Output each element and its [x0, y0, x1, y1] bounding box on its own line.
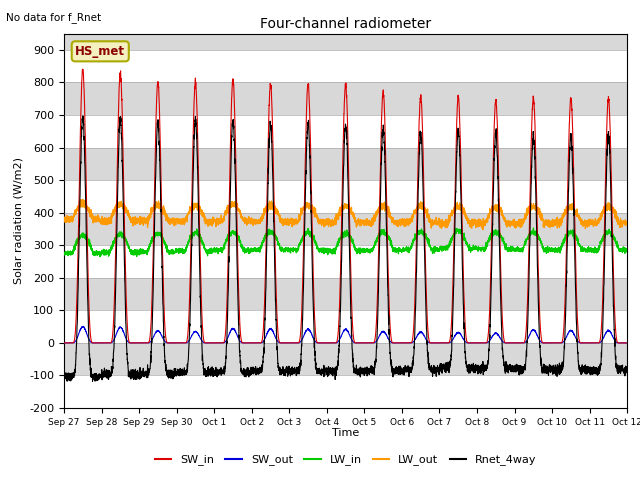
Y-axis label: Solar radiation (W/m2): Solar radiation (W/m2) — [13, 157, 24, 284]
Bar — [64, 278, 627, 311]
Text: HS_met: HS_met — [76, 45, 125, 58]
Bar — [64, 343, 627, 375]
Text: No data for f_Rnet: No data for f_Rnet — [6, 12, 102, 23]
X-axis label: Time: Time — [332, 428, 359, 438]
Title: Four-channel radiometer: Four-channel radiometer — [260, 17, 431, 31]
Bar — [64, 213, 627, 245]
Bar — [64, 83, 627, 115]
Bar — [64, 147, 627, 180]
Bar — [64, 245, 627, 278]
Legend: SW_in, SW_out, LW_in, LW_out, Rnet_4way: SW_in, SW_out, LW_in, LW_out, Rnet_4way — [150, 450, 541, 470]
Bar — [64, 375, 627, 408]
Bar — [64, 311, 627, 343]
Bar — [64, 115, 627, 147]
Bar — [64, 50, 627, 83]
Bar — [64, 180, 627, 213]
